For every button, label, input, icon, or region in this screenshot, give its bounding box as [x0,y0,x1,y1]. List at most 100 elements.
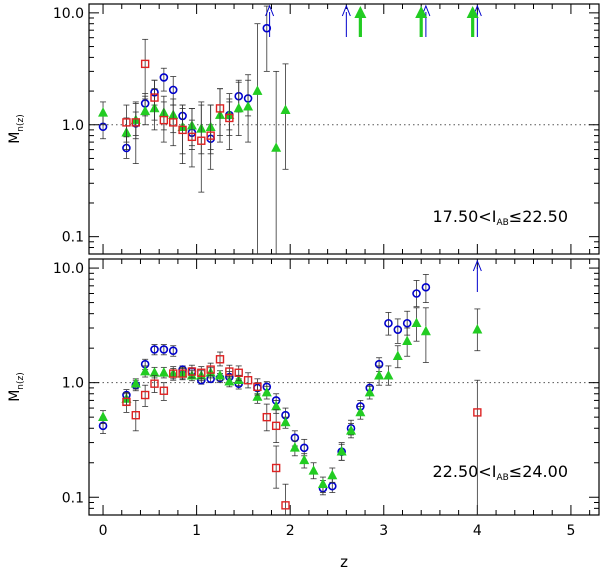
data-point-triangle [336,446,347,456]
data-point-square [225,367,234,376]
data-point-square [215,104,225,113]
upper-limit-arrowhead [265,4,275,17]
data-point-square [187,132,197,142]
y-tick-label: 10.0 [53,261,84,277]
data-point-triangle [364,386,375,397]
data-point-triangle [411,317,422,328]
data-point-circle [159,73,169,82]
data-point-circle [412,289,421,298]
data-point-square [159,386,169,395]
upper-limit-arrowhead [472,259,482,272]
data-point-triangle [261,386,272,397]
data-point-square [150,93,159,102]
data-point-triangle [420,325,431,336]
plot-frame [88,3,600,255]
data-point-square [243,376,253,385]
top-panel: 0.1 1.0 10.0 17.50<IAB≤22.50 [53,3,600,255]
data-point-triangle [289,442,300,452]
plot-frame [88,258,600,516]
data-point-triangle [355,406,366,417]
data-point-triangle [374,370,385,380]
data-point-triangle [98,107,109,117]
data-point-triangle [299,454,310,465]
series-triangle [98,6,479,254]
data-point-square [169,118,178,127]
data-point-square [159,115,169,125]
data-point-square [131,118,140,127]
data-point-triangle [243,101,254,111]
upper-limit-arrowhead [354,6,367,18]
axis-labels: Mn(z) Mn(z) z [7,114,348,571]
data-point-square [140,59,150,69]
data-point-circle [299,443,309,453]
x-tick-label: 5 [566,523,575,539]
data-point-triangle [317,478,328,488]
x-tick-label: 0 [99,523,108,539]
data-point-triangle [346,425,357,435]
data-point-circle [402,318,412,328]
y-axis-label: Mn(z) [7,114,26,144]
data-point-square [122,118,131,127]
data-point-triangle [280,416,291,427]
x-tick-label: 1 [192,523,201,539]
series-circle [98,4,482,159]
data-point-square [253,382,262,392]
data-point-triangle [472,324,483,334]
data-point-square [197,136,206,145]
data-point-square [178,369,187,378]
data-point-circle [159,345,169,354]
data-point-triangle [327,469,338,480]
data-point-square [271,463,281,473]
y-tick-label: 0.1 [62,230,84,246]
data-point-triangle [233,102,244,113]
data-point-square [122,397,131,407]
data-point-triangle [130,378,141,388]
data-point-triangle [98,411,109,421]
data-point-triangle [140,365,151,376]
data-point-square [131,411,140,420]
panel-annotation: 22.50<IAB≤24.00 [433,462,569,483]
data-point-square [281,501,290,510]
data-point-square [206,131,215,140]
data-point-triangle [158,367,169,377]
data-point-square [271,421,281,431]
y-tick-label: 10.0 [53,6,84,22]
upper-limit-arrowhead [341,4,351,17]
y-tick-label: 1.0 [62,118,84,134]
data-point-square [215,355,225,364]
data-point-triangle [215,370,226,380]
data-point-square [225,113,234,123]
data-point-square [187,367,197,376]
data-point-circle [150,345,159,354]
data-point-circle [384,318,393,328]
series-triangle [98,307,483,493]
upper-limit-arrowhead [466,6,479,18]
data-point-triangle [140,105,151,116]
y-axis-label: Mn(z) [7,372,26,402]
data-point-square [178,125,187,135]
x-tick-label: 4 [473,523,482,539]
series-square [122,38,234,193]
data-point-circle [262,23,272,33]
panel-annotation: 17.50<IAB≤22.50 [433,207,569,228]
data-point-triangle [149,367,160,377]
data-point-triangle [402,335,413,346]
data-point-triangle [280,104,291,114]
data-point-square [140,390,150,400]
data-point-triangle [271,142,282,152]
data-point-circle [168,85,178,95]
y-tick-label: 0.1 [62,490,84,506]
data-point-square [197,368,206,377]
data-point-triangle [392,350,403,361]
data-point-square [473,408,482,417]
data-point-square [169,369,178,378]
data-point-triangle [252,391,263,401]
x-tick-label: 3 [379,523,388,539]
x-tick-label: 2 [286,523,295,539]
upper-limit-arrowhead [415,6,428,18]
data-point-circle [393,325,403,334]
data-point-square [150,379,159,388]
data-point-circle [421,282,431,292]
data-point-triangle [383,370,394,380]
